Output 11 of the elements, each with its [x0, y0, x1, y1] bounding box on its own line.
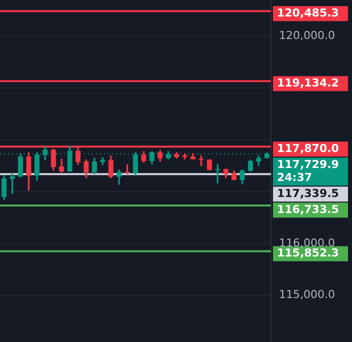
- y-tick-label: 120,000.0: [279, 29, 335, 42]
- y-tick-label: 115,000.0: [279, 288, 335, 302]
- ref-line-label: 119,134.2: [277, 76, 339, 90]
- ref-line-label: 116,733.5: [277, 203, 339, 216]
- ref-line-label: 120,485.3: [277, 6, 339, 20]
- ref-line-label: 117,870.0: [277, 142, 340, 156]
- ref-line-label: 117,339.5: [277, 187, 339, 200]
- y-tick-label: 116,000.0: [279, 236, 335, 250]
- ref-line-label: 117,729.9: [277, 158, 339, 172]
- text: 24:37: [277, 171, 312, 184]
- ref-line-label: 115,852.3: [277, 246, 339, 260]
